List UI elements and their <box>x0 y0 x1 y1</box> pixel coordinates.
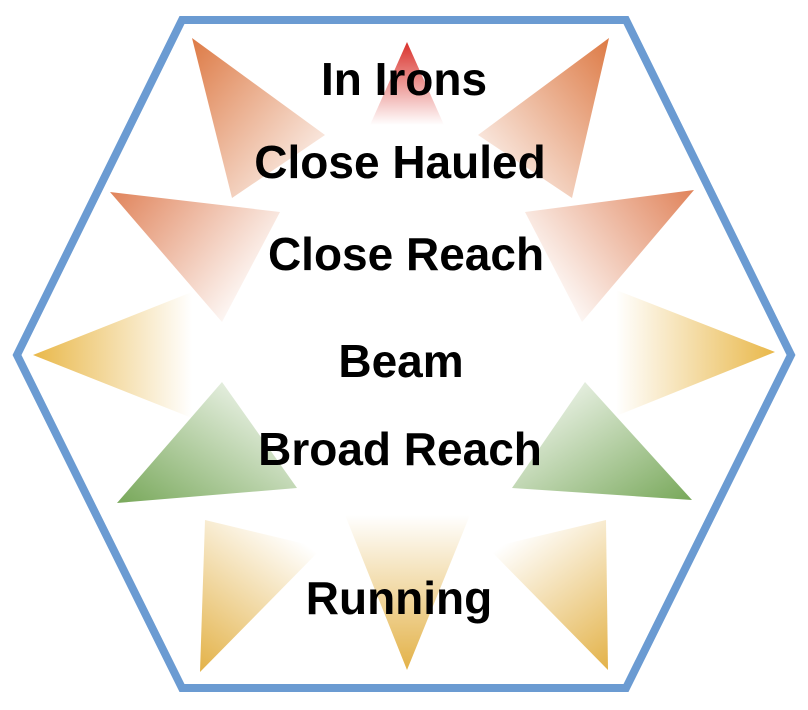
arrow-running-right <box>488 520 608 670</box>
label-in-irons: In Irons <box>320 53 488 105</box>
arrow-broad-reach-right <box>512 382 692 500</box>
arrow-close-reach-left <box>110 192 280 322</box>
arrow-beam-right <box>616 290 775 416</box>
label-close-reach: Close Reach <box>267 228 545 280</box>
arrow-close-hauled-left <box>192 38 325 198</box>
arrow-beam-left <box>33 292 192 418</box>
arrow-close-hauled-right <box>478 38 609 198</box>
arrow-running-left <box>200 520 322 672</box>
arrow-broad-reach-left <box>117 382 297 503</box>
hexagon-outline <box>12 16 796 692</box>
arrow-in-irons <box>370 42 444 125</box>
label-close-hauled: Close Hauled <box>254 136 546 188</box>
label-running: Running <box>305 572 493 624</box>
arrow-close-reach-right <box>525 190 694 322</box>
arrow-running-center <box>345 515 470 670</box>
label-beam: Beam <box>338 335 464 387</box>
label-broad-reach: Broad Reach <box>258 423 542 475</box>
